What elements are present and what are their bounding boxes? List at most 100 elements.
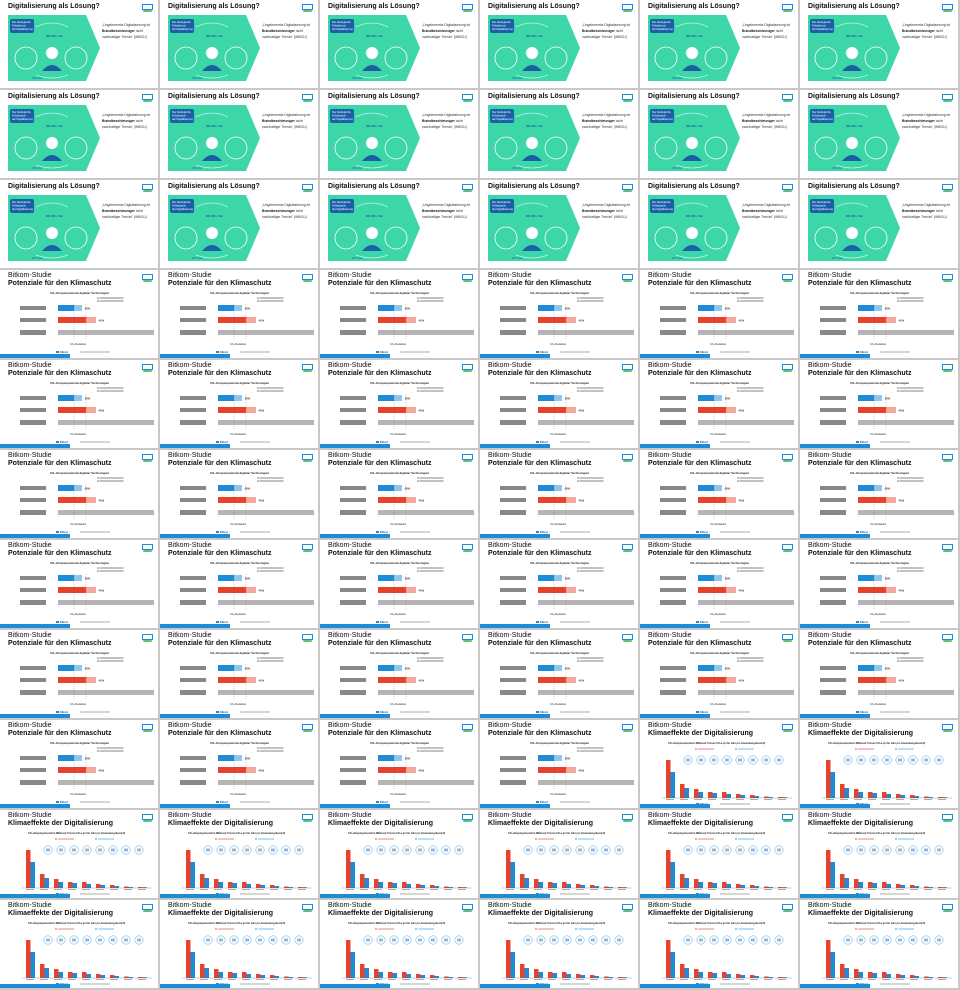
slide-thumbnail[interactable]: Bitkom-Studie Potenziale für den Klimasch… [320,540,478,628]
bar [618,887,623,888]
slide-thumbnail[interactable]: Bitkom-Studie Potenziale für den Klimasch… [160,270,318,358]
slide-thumbnail[interactable]: Bitkom-Studie Potenziale für den Klimasch… [0,720,158,808]
slide-thumbnail[interactable]: Digitalisierung als Lösung? Der ökologisc… [160,90,318,178]
slide-thumbnail[interactable]: Digitalisierung als Lösung? Der ökologisc… [160,180,318,268]
slide-thumbnail[interactable]: Digitalisierung als Lösung? Der ökologisc… [480,0,638,88]
slide-thumbnail[interactable]: Bitkom-Studie Klimaeffekte der Digitalisi… [640,810,798,898]
bar [764,796,769,798]
slide-thumbnail[interactable]: Bitkom-Studie Potenziale für den Klimasch… [640,360,798,448]
slide-thumbnail[interactable]: Bitkom-Studie Potenziale für den Klimasch… [320,720,478,808]
slide-thumbnail[interactable]: Digitalisierung als Lösung? Der ökologisc… [800,0,958,88]
slide-thumbnail[interactable]: Bitkom-Studie Klimaeffekte der Digitalisi… [800,720,958,808]
slide-thumbnail[interactable]: Bitkom-Studie Potenziale für den Klimasch… [480,270,638,358]
slide-thumbnail[interactable]: Bitkom-Studie Potenziale für den Klimasch… [0,630,158,718]
slide-thumbnail[interactable]: Bitkom-Studie Potenziale für den Klimasch… [160,720,318,808]
slide-thumbnail[interactable]: Bitkom-Studie Potenziale für den Klimasch… [0,450,158,538]
bar [698,330,794,335]
logo [142,724,153,732]
art-label: der Digitalisierung [652,117,673,121]
slide-thumbnail[interactable]: Bitkom-Studie Klimaeffekte der Digitalisi… [160,900,318,988]
slide-title: Bitkom-Studie Potenziale für den Klimasch… [648,362,752,377]
slide-thumbnail[interactable]: Bitkom-Studie Potenziale für den Klimasch… [0,360,158,448]
slide-thumbnail[interactable]: Digitalisierung als Lösung? Der ökologisc… [480,90,638,178]
slide-thumbnail[interactable]: Bitkom-Studie Klimaeffekte der Digitalisi… [640,720,798,808]
slide-thumbnail[interactable]: Digitalisierung als Lösung? Der ökologisc… [480,180,638,268]
bar [726,884,731,888]
bar [218,767,246,773]
slide-thumbnail[interactable]: Bitkom-Studie Potenziale für den Klimasch… [640,450,798,538]
slide-title: Digitalisierung als Lösung? [168,3,260,10]
slide-thumbnail[interactable]: Digitalisierung als Lösung? Der ökologisc… [0,180,158,268]
art-label: Der ökologische [12,110,31,114]
slide-thumbnail[interactable]: Bitkom-Studie Klimaeffekte der Digitalisi… [160,810,318,898]
quote-text: „Ungebremste Digitalisierung ist Brandbe… [102,23,151,39]
chart-title: CO₂-Einsparpotenzial digitaler Technolog… [530,651,589,655]
slide-thumbnail[interactable]: Bitkom-Studie Potenziale für den Klimasch… [640,270,798,358]
slide-title: Bitkom-Studie Klimaeffekte der Digitalisi… [648,812,754,827]
bar [138,887,143,888]
slide-thumbnail[interactable]: Digitalisierung als Lösung? Der ökologisc… [800,90,958,178]
bar [430,885,435,888]
quote-text: „Ungebremste Digitalisierung ist Brandbe… [262,203,311,219]
source-label: Bitkom [860,441,868,444]
slide-thumbnail[interactable]: Bitkom-Studie Potenziale für den Klimasch… [480,630,638,718]
slide-thumbnail[interactable]: Bitkom-Studie Potenziale für den Klimasch… [800,630,958,718]
slide-thumbnail[interactable]: Bitkom-Studie Klimaeffekte der Digitalisi… [480,900,638,988]
slide-thumbnail[interactable]: Bitkom-Studie Klimaeffekte der Digitalisi… [480,810,638,898]
chart-title: CO₂-Einsparpotenzial digitaler Technolog… [370,291,429,295]
source-label: Bitkom [60,711,68,714]
slide-thumbnail[interactable]: Bitkom-Studie Klimaeffekte der Digitalisi… [320,900,478,988]
chart-title: CO₂-Einsparpotenzial digitaler Technolog… [210,291,269,295]
slide-thumbnail[interactable]: Bitkom-Studie Potenziale für den Klimasch… [640,540,798,628]
art-label: 800 Mio. kB [206,124,223,128]
slide-thumbnail[interactable]: Bitkom-Studie Potenziale für den Klimasch… [320,270,478,358]
slide-thumbnail[interactable]: Bitkom-Studie Klimaeffekte der Digitalisi… [800,810,958,898]
chart-title: CO₂-Einsparpotenzial digitaler Technolog… [210,381,269,385]
slide-thumbnail[interactable]: Digitalisierung als Lösung? Der ökologisc… [320,0,478,88]
slide-thumbnail[interactable]: Bitkom-Studie Potenziale für den Klimasch… [160,360,318,448]
bar [374,969,379,978]
art-label: 800 Mio. kB [366,214,383,218]
slide-thumbnail[interactable]: Bitkom-Studie Klimaeffekte der Digitalisi… [0,810,158,898]
art-label: Fußabdruck [492,24,507,28]
slide-thumbnail[interactable]: Bitkom-Studie Potenziale für den Klimasch… [800,270,958,358]
slide-thumbnail[interactable]: Bitkom-Studie Potenziale für den Klimasch… [320,450,478,538]
slide-thumbnail[interactable]: Bitkom-Studie Klimaeffekte der Digitalisi… [800,900,958,988]
slide-thumbnail[interactable]: Bitkom-Studie Potenziale für den Klimasch… [640,630,798,718]
slide-thumbnail[interactable]: Digitalisierung als Lösung? Der ökologisc… [640,0,798,88]
slide-thumbnail[interactable]: Bitkom-Studie Potenziale für den Klimasch… [160,540,318,628]
slide-thumbnail[interactable]: Bitkom-Studie Potenziale für den Klimasch… [320,630,478,718]
slide-thumbnail[interactable]: Bitkom-Studie Potenziale für den Klimasch… [160,630,318,718]
slide-thumbnail[interactable]: Bitkom-Studie Potenziale für den Klimasch… [480,360,638,448]
logo [942,724,953,732]
bar [186,940,191,978]
slide-thumbnail[interactable]: Bitkom-Studie Klimaeffekte der Digitalisi… [320,810,478,898]
slide-thumbnail[interactable]: Bitkom-Studie Potenziale für den Klimasch… [800,450,958,538]
slide-thumbnail[interactable]: Digitalisierung als Lösung? Der ökologisc… [320,90,478,178]
slide-thumbnail[interactable]: Bitkom-Studie Potenziale für den Klimasch… [0,540,158,628]
slide-footer-bar [480,444,550,448]
slide-thumbnail[interactable]: Bitkom-Studie Potenziale für den Klimasch… [320,360,478,448]
slide-thumbnail[interactable]: Bitkom-Studie Potenziale für den Klimasch… [480,450,638,538]
slide-thumbnail[interactable]: Digitalisierung als Lösung? Der ökologisc… [640,180,798,268]
slide-footer-bar [800,444,870,448]
slide-thumbnail[interactable]: Bitkom-Studie Klimaeffekte der Digitalisi… [0,900,158,988]
slide-thumbnail[interactable]: Digitalisierung als Lösung? Der ökologisc… [640,90,798,178]
slide-thumbnail[interactable]: Digitalisierung als Lösung? Der ökologisc… [0,0,158,88]
slide-thumbnail[interactable]: Bitkom-Studie Potenziale für den Klimasch… [480,540,638,628]
slide-thumbnail[interactable]: Digitalisierung als Lösung? Der ökologisc… [320,180,478,268]
slide-thumbnail[interactable]: Bitkom-Studie Potenziale für den Klimasch… [160,450,318,538]
slide-thumbnail[interactable]: Digitalisierung als Lösung? Der ökologisc… [0,90,158,178]
slide-thumbnail[interactable]: Digitalisierung als Lösung? Der ökologisc… [160,0,318,88]
slide-thumbnail[interactable]: Bitkom-Studie Potenziale für den Klimasch… [480,720,638,808]
slide-footer-bar [800,354,870,358]
slide-thumbnail[interactable]: Bitkom-Studie Potenziale für den Klimasch… [0,270,158,358]
art-label: Fußabdruck [492,204,507,208]
slide-thumbnail[interactable]: Bitkom-Studie Potenziale für den Klimasch… [800,360,958,448]
bar [392,973,397,978]
bar [142,977,147,978]
slide-thumbnail[interactable]: Bitkom-Studie Potenziale für den Klimasch… [800,540,958,628]
slide-thumbnail[interactable]: Digitalisierung als Lösung? Der ökologisc… [800,180,958,268]
slide-thumbnail[interactable]: Bitkom-Studie Klimaeffekte der Digitalisi… [640,900,798,988]
